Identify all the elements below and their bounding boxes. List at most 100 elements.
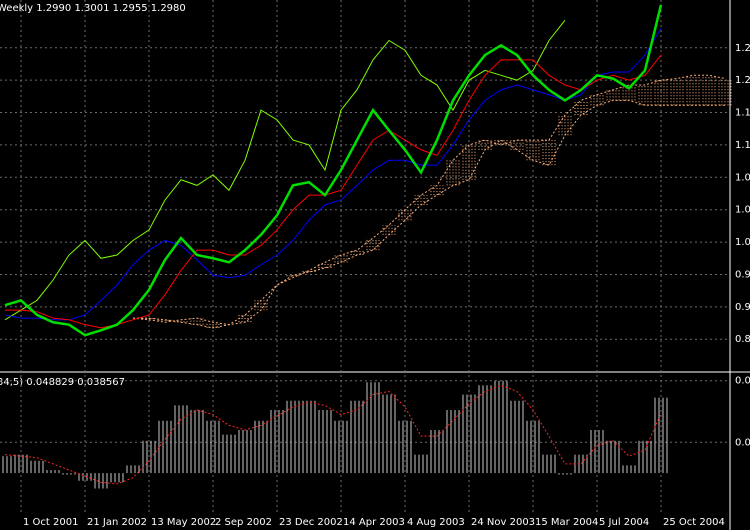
oscillator-bar bbox=[638, 440, 640, 474]
oscillator-bar bbox=[22, 454, 24, 474]
oscillator-bar bbox=[402, 420, 404, 474]
oscillator-bar bbox=[258, 420, 260, 474]
oscillator-bar bbox=[658, 397, 660, 474]
oscillator-bar bbox=[410, 420, 412, 474]
oscillator-bar bbox=[338, 420, 340, 474]
oscillator-bar bbox=[10, 456, 12, 474]
oscillator-bar bbox=[122, 473, 124, 483]
series-line bbox=[4, 28, 662, 321]
oscillator-bar bbox=[178, 405, 180, 474]
oscillator-bar bbox=[606, 440, 608, 474]
oscillator-bar bbox=[234, 434, 236, 474]
x-tick-label: 13 May 2002 bbox=[151, 517, 216, 528]
oscillator-bar bbox=[206, 420, 208, 474]
oscillator-bar bbox=[194, 409, 196, 474]
oscillator-bar bbox=[594, 429, 596, 474]
oscillator-bar bbox=[114, 473, 116, 483]
oscillator-bar bbox=[186, 405, 188, 474]
oscillator-bar bbox=[418, 454, 420, 474]
oscillator-bar bbox=[546, 454, 548, 474]
cloud-span-b bbox=[132, 74, 726, 326]
oscillator-bar bbox=[66, 473, 68, 475]
oscillator-bar bbox=[398, 420, 400, 474]
x-tick-label: 4 Aug 2003 bbox=[407, 517, 465, 528]
y-tick-label: 1.0 bbox=[735, 172, 750, 183]
oscillator-bar bbox=[330, 409, 332, 474]
x-tick-label: 2 Sep 2002 bbox=[215, 517, 272, 528]
y-tick-label: 0.9 bbox=[735, 302, 750, 313]
oscillator-bar bbox=[174, 405, 176, 474]
oscillator-bar bbox=[170, 420, 172, 474]
oscillator-bar bbox=[430, 429, 432, 474]
oscillator-bar bbox=[230, 434, 232, 474]
oscillator-bar bbox=[154, 440, 156, 474]
oscillator-bar bbox=[138, 465, 140, 474]
oscillator-bar bbox=[306, 400, 308, 474]
oscillator-bar bbox=[366, 382, 368, 474]
oscillator-bar bbox=[130, 465, 132, 474]
cloud-span-a bbox=[133, 99, 725, 329]
x-tick-label: 5 Jul 2004 bbox=[599, 517, 649, 528]
x-tick-label: 25 Oct 2004 bbox=[663, 517, 725, 528]
oscillator-bar bbox=[126, 465, 128, 474]
oscillator-bar bbox=[566, 473, 568, 475]
oscillator-bar bbox=[274, 409, 276, 474]
oscillator-bar bbox=[146, 440, 148, 474]
oscillator-bar bbox=[6, 456, 8, 474]
oscillator-bar bbox=[290, 400, 292, 474]
oscillator-bar bbox=[354, 400, 356, 474]
oscillator-bar bbox=[14, 454, 16, 474]
oscillator-bar bbox=[106, 473, 108, 489]
oscillator-bar bbox=[598, 429, 600, 474]
y-tick-label: 0.0 bbox=[735, 437, 750, 448]
oscillator-bar bbox=[650, 440, 652, 474]
oscillator-bar bbox=[322, 409, 324, 474]
oscillator-bar bbox=[46, 470, 48, 474]
oscillator-bar bbox=[442, 429, 444, 474]
oscillator-bar bbox=[314, 400, 316, 474]
oscillator-bar bbox=[134, 465, 136, 474]
oscillator-bar bbox=[326, 409, 328, 474]
oscillator-header: 34,5) 0.048829 0.038567 bbox=[0, 377, 125, 388]
y-tick-label: 1.0 bbox=[735, 205, 750, 216]
oscillator-bar bbox=[162, 420, 164, 474]
oscillator-bar bbox=[498, 380, 500, 474]
oscillator-bar bbox=[582, 454, 584, 474]
oscillator-bar bbox=[406, 420, 408, 474]
oscillator-bar bbox=[242, 429, 244, 474]
oscillator-bar bbox=[438, 429, 440, 474]
y-tick-label: 0.8 bbox=[735, 334, 750, 345]
oscillator-bar bbox=[602, 429, 604, 474]
oscillator-bar bbox=[630, 465, 632, 474]
oscillator-bar bbox=[538, 420, 540, 474]
y-tick-label: 1.1 bbox=[735, 140, 750, 151]
oscillator-bar bbox=[414, 454, 416, 474]
oscillator-bar bbox=[422, 454, 424, 474]
oscillator-bar bbox=[342, 420, 344, 474]
oscillator-bar bbox=[334, 420, 336, 474]
oscillator-bar bbox=[662, 397, 664, 474]
oscillator-bar bbox=[490, 385, 492, 474]
signal-line bbox=[4, 384, 662, 485]
oscillator-bar bbox=[254, 420, 256, 474]
x-tick-label: 14 Apr 2003 bbox=[343, 517, 405, 528]
series-line bbox=[4, 4, 663, 337]
oscillator-bar bbox=[466, 394, 468, 474]
oscillator-bar bbox=[190, 409, 192, 474]
oscillator-bar bbox=[622, 465, 624, 474]
oscillator-bar bbox=[370, 382, 372, 474]
oscillator-bar bbox=[350, 400, 352, 474]
oscillator-bar bbox=[626, 465, 628, 474]
oscillator-bar bbox=[282, 409, 284, 474]
oscillator-bar bbox=[518, 400, 520, 474]
oscillator-bar bbox=[434, 429, 436, 474]
oscillator-bar bbox=[358, 400, 360, 474]
oscillator-bar bbox=[646, 440, 648, 474]
chart-header: Weekly 1.2990 1.3001 1.2955 1.2980 bbox=[0, 3, 186, 14]
oscillator-bar bbox=[482, 385, 484, 474]
oscillator-bar bbox=[34, 460, 36, 474]
oscillator-bar bbox=[158, 420, 160, 474]
oscillator-bar bbox=[618, 440, 620, 474]
oscillator-bar bbox=[294, 400, 296, 474]
